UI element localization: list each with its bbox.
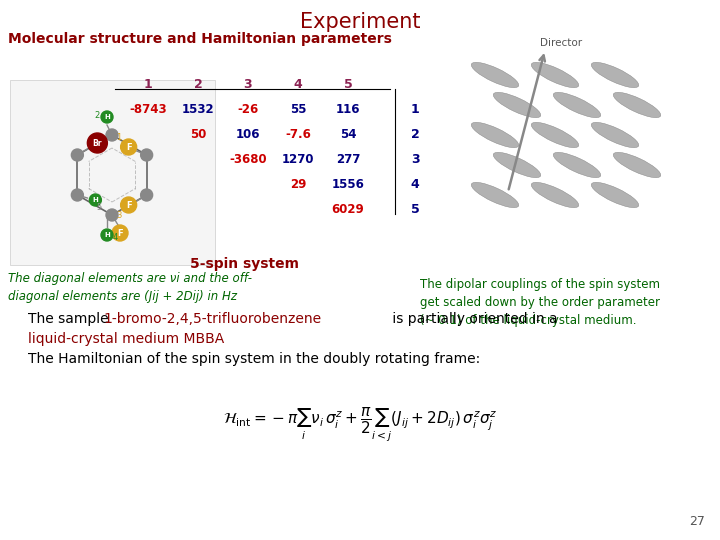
Text: The Hamiltonian of the spin system in the doubly rotating frame:: The Hamiltonian of the spin system in th… — [28, 352, 480, 366]
Ellipse shape — [591, 123, 639, 147]
Text: 4: 4 — [294, 78, 302, 91]
Text: -7.6: -7.6 — [285, 128, 311, 141]
Text: -3680: -3680 — [229, 153, 267, 166]
Text: F: F — [117, 228, 123, 238]
Circle shape — [71, 149, 84, 161]
Text: 1: 1 — [116, 132, 121, 141]
Ellipse shape — [591, 62, 639, 87]
Text: The dipolar couplings of the spin system
get scaled down by the order parameter
: The dipolar couplings of the spin system… — [420, 278, 660, 327]
Text: 1532: 1532 — [181, 103, 215, 116]
Ellipse shape — [591, 183, 639, 208]
Text: F: F — [126, 143, 132, 152]
Text: H: H — [92, 197, 98, 203]
Bar — [10, 80, 215, 265]
Ellipse shape — [613, 152, 661, 178]
Text: Molecular structure and Hamiltonian parameters: Molecular structure and Hamiltonian para… — [8, 32, 392, 46]
Text: The diagonal elements are νi and the off-
diagonal elements are (Jij + 2Dij) in : The diagonal elements are νi and the off… — [8, 272, 252, 303]
Text: The sample: The sample — [28, 312, 113, 326]
Ellipse shape — [493, 152, 541, 178]
Ellipse shape — [472, 183, 518, 208]
Text: 54: 54 — [340, 128, 356, 141]
Text: 1556: 1556 — [332, 178, 364, 191]
Text: 106: 106 — [235, 128, 260, 141]
Text: 1270: 1270 — [282, 153, 314, 166]
Ellipse shape — [531, 123, 579, 147]
Text: 5-spin system: 5-spin system — [190, 257, 299, 271]
Text: 2: 2 — [94, 111, 99, 119]
Text: 1: 1 — [143, 78, 153, 91]
Circle shape — [101, 229, 113, 241]
Text: Br: Br — [93, 138, 102, 147]
Text: 55: 55 — [289, 103, 306, 116]
Text: 50: 50 — [190, 128, 206, 141]
Circle shape — [106, 129, 118, 141]
Text: -26: -26 — [238, 103, 258, 116]
Text: 5: 5 — [410, 203, 419, 216]
Text: 3: 3 — [410, 153, 419, 166]
Text: Director: Director — [540, 38, 582, 48]
Circle shape — [87, 133, 107, 153]
Text: 5: 5 — [96, 204, 102, 213]
Circle shape — [89, 194, 102, 206]
Text: 277: 277 — [336, 153, 360, 166]
Text: 27: 27 — [689, 515, 705, 528]
Ellipse shape — [553, 152, 600, 178]
Ellipse shape — [531, 183, 579, 208]
Text: Experiment: Experiment — [300, 12, 420, 32]
Text: 5: 5 — [343, 78, 352, 91]
Text: -8743: -8743 — [129, 103, 167, 116]
Ellipse shape — [613, 92, 661, 118]
Text: $\mathcal{H}_{\rm int} = -\pi \sum_{i} \nu_i\, \sigma_i^z + \dfrac{\pi}{2} \sum_: $\mathcal{H}_{\rm int} = -\pi \sum_{i} \… — [222, 407, 498, 443]
Text: 3: 3 — [116, 211, 122, 219]
Text: 4: 4 — [410, 178, 419, 191]
Circle shape — [121, 197, 137, 213]
Circle shape — [71, 189, 84, 201]
Ellipse shape — [553, 92, 600, 118]
Text: is partially oriented in a: is partially oriented in a — [388, 312, 562, 326]
Ellipse shape — [472, 123, 518, 147]
Circle shape — [106, 209, 118, 221]
Text: 1: 1 — [410, 103, 419, 116]
Text: 29: 29 — [290, 178, 306, 191]
Ellipse shape — [531, 62, 579, 87]
Circle shape — [121, 139, 137, 155]
Text: 2: 2 — [194, 78, 202, 91]
Text: F: F — [126, 200, 132, 210]
Circle shape — [140, 149, 153, 161]
Circle shape — [101, 111, 113, 123]
Text: H: H — [104, 114, 110, 120]
Text: 2: 2 — [410, 128, 419, 141]
Text: 4: 4 — [112, 233, 117, 241]
Text: liquid-crystal medium MBBA: liquid-crystal medium MBBA — [28, 332, 224, 346]
Ellipse shape — [472, 62, 518, 87]
Circle shape — [112, 225, 128, 241]
Text: 6029: 6029 — [332, 203, 364, 216]
Text: 3: 3 — [243, 78, 252, 91]
Text: 116: 116 — [336, 103, 360, 116]
Circle shape — [140, 189, 153, 201]
Ellipse shape — [493, 92, 541, 118]
Text: 1-bromo-2,4,5-trifluorobenzene: 1-bromo-2,4,5-trifluorobenzene — [103, 312, 321, 326]
Text: H: H — [104, 232, 110, 238]
